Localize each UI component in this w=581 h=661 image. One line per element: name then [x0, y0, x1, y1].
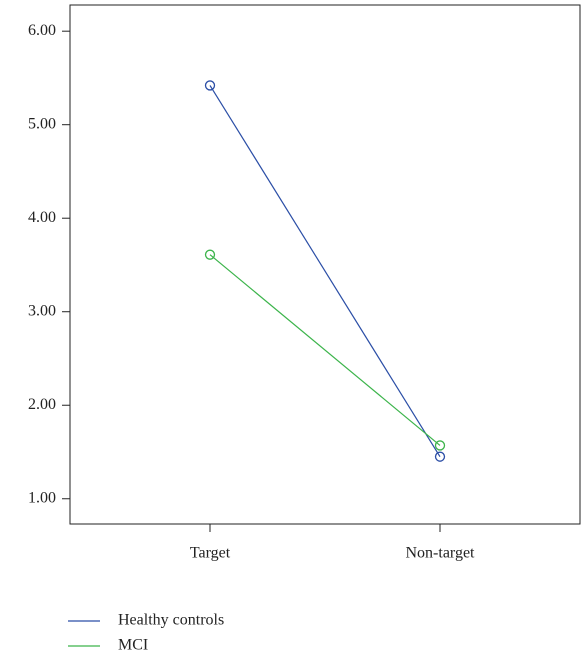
y-tick-label: 3.00 [28, 302, 56, 319]
point-marker [434, 440, 446, 451]
series-line [209, 85, 441, 457]
series-line [209, 254, 441, 446]
y-tick-label: 1.00 [28, 489, 56, 506]
point-marker [434, 451, 446, 462]
point-marker [204, 249, 216, 260]
legend-label: MCI [118, 637, 148, 654]
y-tick-label: 6.00 [28, 22, 56, 39]
point-marker [204, 80, 216, 91]
y-tick-label: 5.00 [28, 115, 56, 132]
y-tick-label: 2.00 [28, 396, 56, 413]
plot-frame [69, 4, 581, 525]
y-tick-label: 4.00 [28, 209, 56, 226]
legend-label: Healthy controls [118, 612, 224, 629]
x-tick-label: Target [190, 545, 231, 562]
x-tick-label: Non-target [405, 545, 475, 562]
